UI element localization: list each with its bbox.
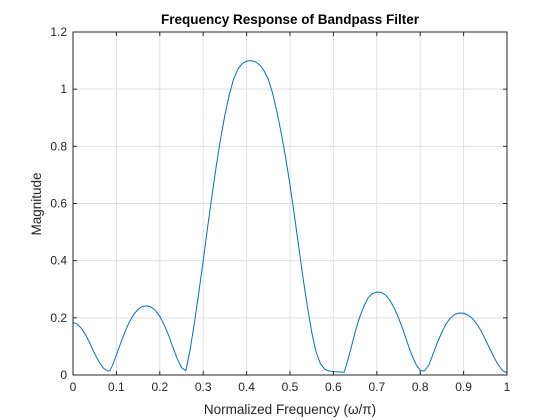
y-tick-label-4: 0.8 bbox=[50, 139, 67, 153]
x-tick-label-9: 0.9 bbox=[455, 380, 472, 394]
y-tick-label-2: 0.4 bbox=[50, 254, 67, 268]
axes: 0 0.1 0.2 0.3 0.4 0.5 0.6 0.7 0.8 0.9 1 0 0.2 0.4 0.6 0… bbox=[50, 25, 510, 394]
x-tick-label-5: 0.5 bbox=[282, 380, 299, 394]
series-line-magnitude bbox=[72, 60, 508, 374]
y-tick-label-3: 0.6 bbox=[50, 197, 67, 211]
chart-title: Frequency Response of Bandpass Filter bbox=[161, 12, 420, 27]
x-tick-label-4: 0.4 bbox=[238, 380, 255, 394]
x-tick-label-2: 0.2 bbox=[151, 380, 168, 394]
y-tick-label-5: 1 bbox=[60, 82, 67, 96]
grid bbox=[72, 31, 508, 376]
y-tick-label-6: 1.2 bbox=[50, 25, 67, 39]
y-axis-label: Magnitude bbox=[29, 172, 44, 235]
x-tick-label-0: 0 bbox=[70, 380, 77, 394]
y-tick-label-0: 0 bbox=[60, 368, 67, 382]
x-tick-label-7: 0.7 bbox=[368, 380, 385, 394]
x-tick-label-1: 0.1 bbox=[108, 380, 125, 394]
x-tick-label-6: 0.6 bbox=[325, 380, 342, 394]
y-tick-label-1: 0.2 bbox=[50, 311, 67, 325]
series-layer bbox=[72, 60, 508, 374]
x-axis-label: Normalized Frequency (ω/π) bbox=[204, 402, 376, 417]
x-tick-label-10: 1 bbox=[504, 380, 511, 394]
x-tick-label-8: 0.8 bbox=[412, 380, 429, 394]
x-tick-label-3: 0.3 bbox=[195, 380, 212, 394]
